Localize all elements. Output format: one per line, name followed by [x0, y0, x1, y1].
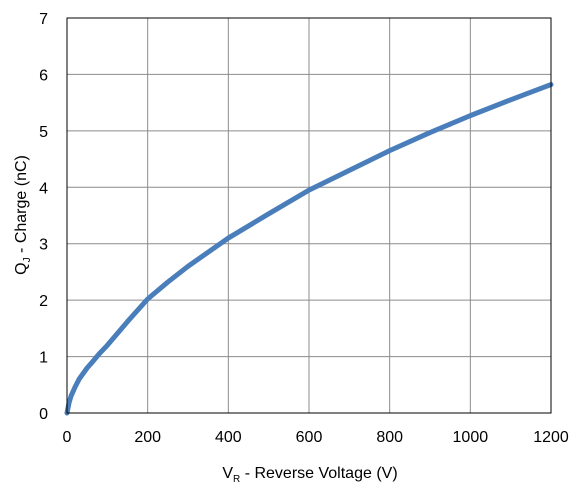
- x-tick-label: 1000: [453, 429, 489, 446]
- x-tick-label: 200: [134, 429, 161, 446]
- x-tick-label: 600: [296, 429, 323, 446]
- y-tick-label: 5: [39, 124, 48, 141]
- y-tick-label: 6: [39, 67, 48, 84]
- y-tick-label: 3: [39, 237, 48, 254]
- series-line: [64, 82, 554, 416]
- y-tick-label: 0: [39, 406, 48, 423]
- x-axis-title-symbol: V: [222, 465, 233, 482]
- grid-lines: [66, 17, 552, 414]
- x-tick-label: 1200: [533, 429, 569, 446]
- y-axis-title-subscript: J: [22, 257, 33, 262]
- series-layer: [64, 82, 554, 416]
- y-axis-title-symbol: Q: [13, 262, 30, 274]
- x-axis-tick-labels: 0 200 400 600 800 1000 1200: [63, 429, 569, 446]
- y-tick-label: 1: [39, 350, 48, 367]
- x-tick-label: 800: [376, 429, 403, 446]
- y-tick-label: 2: [39, 293, 48, 310]
- x-axis-title-text: - Reverse Voltage (V): [240, 465, 397, 482]
- x-axis-title-subscript: R: [233, 474, 240, 485]
- x-axis-title: VR - Reverse Voltage (V): [222, 465, 397, 485]
- x-tick-label: 0: [63, 429, 72, 446]
- y-axis-title: QJ - Charge (nC): [13, 155, 33, 275]
- x-tick-label: 400: [215, 429, 242, 446]
- y-tick-label: 7: [39, 11, 48, 28]
- y-axis-tick-labels: 0 1 2 3 4 5 6 7: [39, 11, 48, 423]
- plot-area-border: [66, 17, 552, 414]
- y-axis-title-text: - Charge (nC): [13, 155, 30, 257]
- y-tick-label: 4: [39, 180, 48, 197]
